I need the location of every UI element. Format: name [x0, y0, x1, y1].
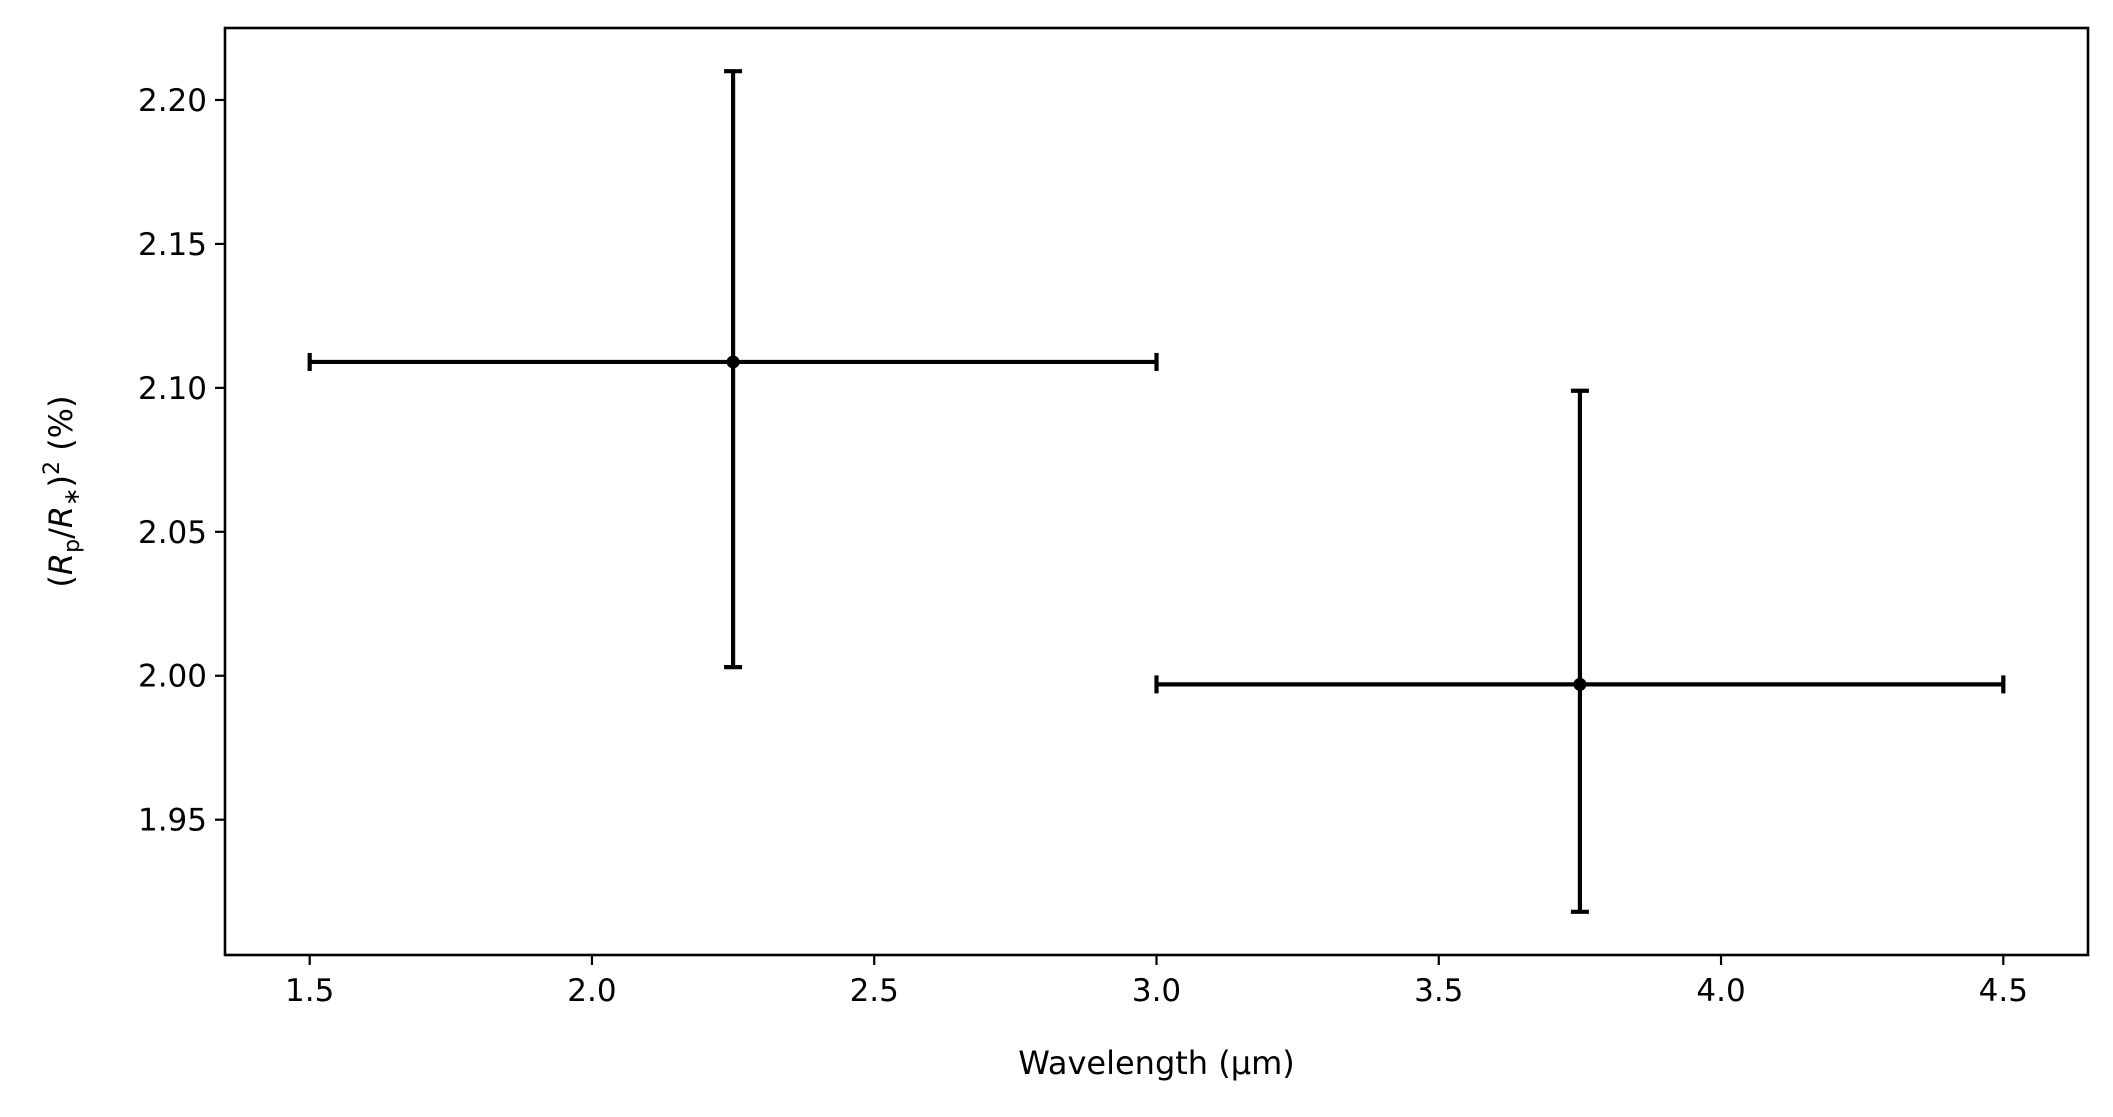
y-label-open-paren: ( [42, 575, 80, 587]
x-tick-label: 3.5 [1414, 973, 1463, 1009]
x-axis-ticks: 1.5 2.0 2.5 3.0 3.5 4.0 4.5 [285, 955, 2028, 1009]
y-tick-label: 2.20 [138, 83, 207, 119]
error-bars [307, 69, 2006, 914]
plot-frame [223, 26, 2090, 957]
y-tick-label: 2.15 [138, 227, 207, 263]
x-tick-label: 4.0 [1696, 973, 1745, 1009]
x-axis-label: Wavelength (μm) [1018, 1044, 1295, 1082]
y-label-close-paren: ) [42, 475, 80, 487]
x-tick-label: 3.0 [1132, 973, 1181, 1009]
x-tick-label: 4.5 [1979, 973, 2028, 1009]
y-label-planet-subscript: p [60, 539, 85, 553]
y-label-superscript: 2 [40, 461, 65, 475]
y-tick-label: 1.95 [138, 803, 207, 839]
y-tick-label: 2.10 [138, 371, 207, 407]
data-point [726, 355, 740, 369]
y-tick-label: 2.00 [138, 659, 207, 695]
x-tick-label: 1.5 [285, 973, 334, 1009]
y-label-unit: (%) [42, 395, 80, 461]
y-axis-label: (Rp/R∗)2 (%) [40, 395, 85, 587]
y-label-slash: / [42, 528, 80, 539]
y-label-star-subscript: ∗ [60, 487, 85, 505]
x-tick-label: 2.5 [850, 973, 899, 1009]
y-tick-label: 2.05 [138, 515, 207, 551]
y-label-planet-radius: R [42, 553, 80, 575]
data-point [1573, 677, 1587, 691]
x-tick-label: 2.0 [567, 973, 616, 1009]
y-label-star-radius: R [42, 506, 80, 528]
y-axis-ticks: 1.95 2.00 2.05 2.10 2.15 2.20 [138, 83, 225, 839]
